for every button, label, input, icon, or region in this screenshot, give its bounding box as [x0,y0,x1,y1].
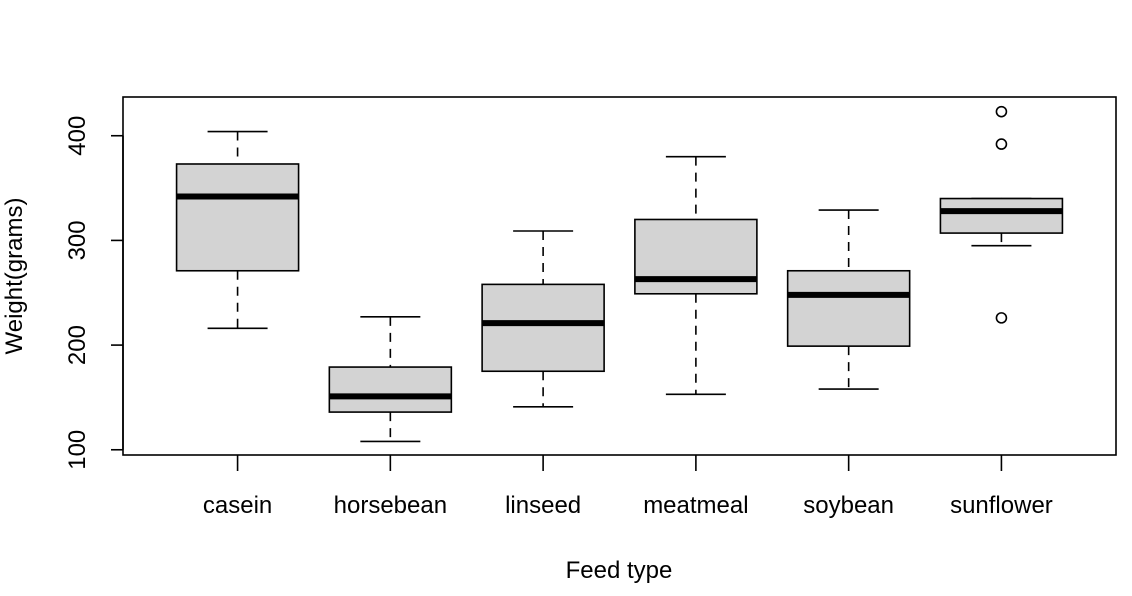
outlier-point [995,105,1008,118]
y-tick-label: 100 [64,430,91,470]
iqr-box [328,366,453,413]
y-tick-label: 200 [64,325,91,365]
y-tick-label: 300 [64,220,91,260]
box-casein [175,130,300,330]
outlier-point [995,138,1008,150]
x-tick-label: soybean [803,492,894,519]
iqr-box [175,163,300,272]
x-tick-label: horsebean [334,492,447,519]
iqr-box [786,269,911,347]
x-axis: casein horsebean linseed meatmeal soybean sun… [203,455,1053,519]
box-horsebean [328,316,453,443]
iqr-box [939,197,1064,234]
y-tick-label: 400 [64,116,91,156]
outlier-point [995,312,1008,324]
x-axis-label: Feed type [566,557,673,584]
box-sunflower [939,105,1064,324]
x-tick-label: meatmeal [643,492,748,519]
x-tick-label: casein [203,492,272,519]
y-axis: 100 200 300 400 [64,116,124,470]
y-axis-label: Weight(grams) [1,198,28,355]
box-soybean [786,209,911,390]
box-meatmeal [634,155,758,396]
x-tick-label: sunflower [950,492,1053,519]
boxes-group [175,105,1064,443]
box-linseed [481,230,605,408]
plot-frame [122,96,1117,456]
x-tick-label: linseed [505,492,581,519]
iqr-box [481,283,605,373]
iqr-box [634,218,758,295]
